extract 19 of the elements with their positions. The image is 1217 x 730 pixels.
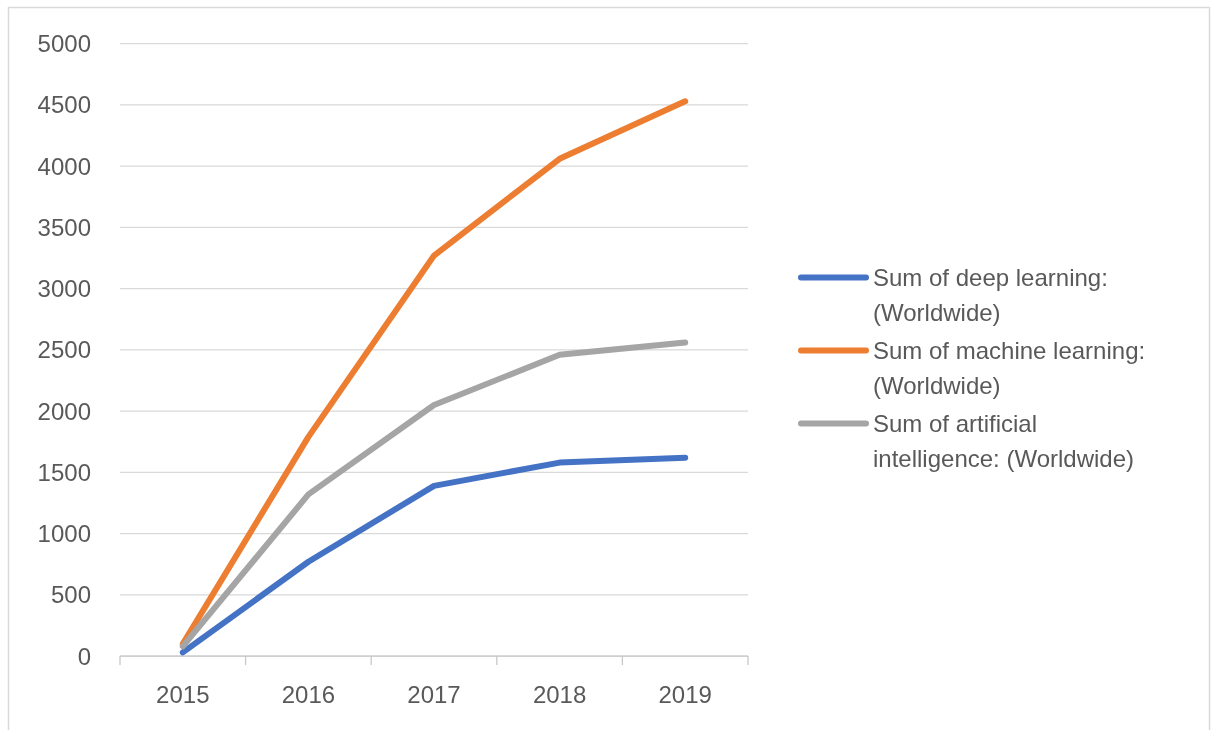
y-tick-label: 3000 [37, 275, 91, 303]
x-tick-label: 2018 [532, 680, 587, 708]
y-tick-label: 0 [77, 642, 91, 670]
x-tick-label: 2016 [281, 680, 336, 708]
x-tick-label: 2017 [407, 680, 461, 708]
x-tick-label: 2019 [658, 680, 712, 708]
y-tick-label: 500 [50, 581, 91, 609]
x-tick-label: 2015 [156, 680, 210, 708]
y-tick-label: 1000 [37, 520, 91, 548]
y-tick-label: 4000 [37, 152, 91, 180]
y-tick-label: 5000 [37, 30, 91, 58]
legend-label: Sum of artificial intelligence: (Worldwide) [873, 409, 1134, 472]
legend-label: Sum of deep learning: (Worldwide) [873, 263, 1108, 326]
y-tick-label: 4500 [37, 91, 91, 119]
y-tick-label: 2500 [37, 336, 91, 364]
legend-label: Sum of machine learning: (Worldwide) [873, 336, 1146, 399]
y-tick-label: 1500 [37, 458, 91, 486]
y-tick-label: 2000 [37, 397, 91, 425]
y-tick-label: 3500 [37, 213, 91, 241]
